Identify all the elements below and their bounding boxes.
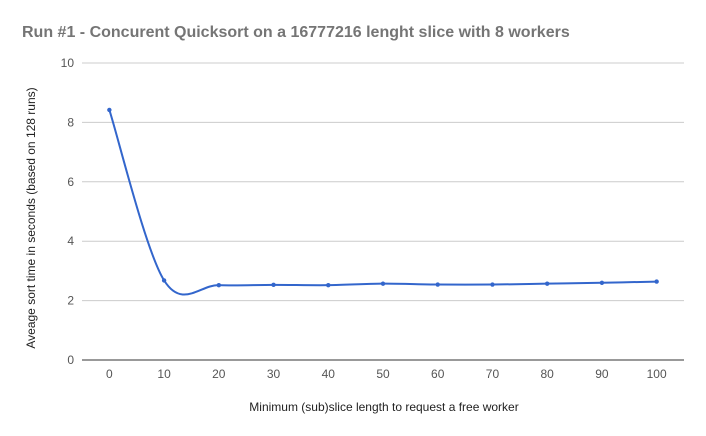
x-tick-label: 20 bbox=[212, 367, 226, 381]
x-tick-label: 60 bbox=[431, 367, 445, 381]
y-tick-label: 4 bbox=[67, 234, 74, 248]
series-layer bbox=[107, 107, 659, 296]
series-line bbox=[108, 108, 658, 296]
x-tick-label: 40 bbox=[322, 367, 336, 381]
x-tick-label: 70 bbox=[486, 367, 500, 381]
y-tick-label: 10 bbox=[61, 56, 75, 70]
data-point bbox=[107, 107, 112, 113]
y-tick-labels: 0 2 4 6 8 10 bbox=[61, 56, 75, 367]
data-point bbox=[599, 280, 605, 285]
x-tick-labels: 0 10 20 30 40 50 60 70 80 90 100 bbox=[106, 367, 667, 381]
data-point bbox=[654, 279, 659, 284]
x-tick-label: 0 bbox=[106, 367, 113, 381]
data-point bbox=[544, 281, 550, 286]
data-point bbox=[490, 282, 495, 287]
data-point bbox=[380, 281, 386, 286]
x-tick-label: 10 bbox=[157, 367, 171, 381]
y-axis-label: Aveage sort time in seconds (based on 12… bbox=[24, 87, 38, 348]
y-tick-label: 8 bbox=[67, 115, 74, 129]
chart-title: Run #1 - Concurent Quicksort on a 167772… bbox=[22, 24, 570, 41]
y-tick-label: 0 bbox=[67, 353, 74, 367]
y-tick-label: 6 bbox=[67, 175, 74, 189]
x-axis-label: Minimum (sub)slice length to request a f… bbox=[249, 400, 518, 414]
data-point bbox=[326, 282, 331, 288]
x-tick-label: 80 bbox=[541, 367, 555, 381]
x-tick-label: 100 bbox=[647, 367, 667, 381]
data-point bbox=[271, 282, 276, 288]
x-tick-label: 90 bbox=[595, 367, 609, 381]
data-point bbox=[435, 282, 440, 287]
x-tick-label: 50 bbox=[376, 367, 390, 381]
y-tick-label: 2 bbox=[67, 294, 74, 308]
x-tick-label: 30 bbox=[267, 367, 281, 381]
data-point bbox=[216, 282, 222, 288]
grid-lines bbox=[82, 62, 684, 361]
data-point bbox=[161, 278, 167, 283]
